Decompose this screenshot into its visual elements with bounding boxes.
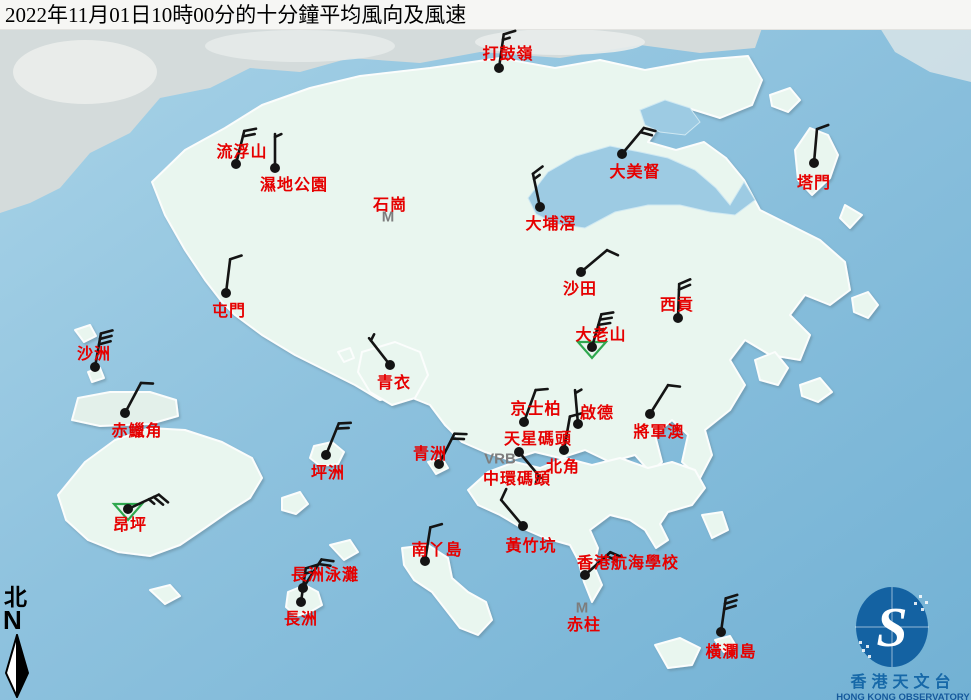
logo-dissolve-dots — [859, 595, 928, 658]
logo-name-cn: 香港天文台 — [850, 674, 956, 691]
station-dot — [385, 360, 395, 370]
wind-barb — [573, 388, 583, 429]
station-dot — [494, 63, 504, 73]
wind-barb — [420, 522, 444, 566]
hko-logo-icon: S — [855, 587, 929, 667]
wind-barb — [434, 432, 468, 469]
wind-barb — [617, 126, 657, 159]
wind-barb — [673, 278, 692, 323]
north-compass: 北 N — [2, 586, 36, 700]
wind-barb — [576, 248, 620, 277]
inner-waters — [527, 99, 756, 229]
station-dot — [809, 158, 819, 168]
wind-barb — [575, 311, 615, 360]
compass-north-cn: 北 — [4, 585, 27, 610]
missing-data-text: M — [381, 208, 395, 226]
wind-barb — [120, 381, 155, 418]
station-dot — [519, 417, 529, 427]
station-dot — [587, 342, 597, 352]
wind-barb — [321, 421, 353, 460]
station-dot — [518, 521, 528, 531]
station-dot — [535, 202, 545, 212]
land-masses — [57, 55, 879, 669]
station-dot — [716, 627, 726, 637]
wind-barb — [494, 29, 517, 73]
station-dot — [231, 159, 241, 169]
station-dot — [321, 450, 331, 460]
wind-barb — [519, 387, 549, 427]
station-dot — [645, 409, 655, 419]
station-dot — [580, 570, 590, 580]
wind-barb — [645, 383, 682, 419]
vrb-text: VRB — [484, 450, 516, 468]
wind-barb — [231, 127, 258, 169]
wind-barb — [296, 563, 319, 607]
wind-barb — [809, 123, 830, 168]
wind-barb — [559, 412, 583, 455]
wind-barb — [111, 493, 170, 522]
wind-barb — [90, 329, 114, 372]
station-dot — [221, 288, 231, 298]
station-dot — [434, 459, 444, 469]
wind-barb — [499, 487, 528, 531]
wind-barb — [531, 165, 545, 212]
station-dot — [617, 149, 627, 159]
wind-barb — [367, 333, 395, 370]
station-dot — [673, 313, 683, 323]
wind-barb — [270, 132, 283, 173]
station-dot — [120, 408, 130, 418]
logo-s-swirl: S — [876, 597, 907, 659]
station-dot — [514, 447, 524, 457]
station-dot — [559, 445, 569, 455]
compass-north-letter: N — [3, 605, 22, 635]
wind-barb — [580, 550, 623, 580]
station-dot — [123, 504, 133, 514]
logo-name-en: HONG KONG OBSERVATORY — [836, 691, 970, 700]
station-dot — [576, 267, 586, 277]
wind-barb — [298, 558, 335, 593]
wind-barb — [514, 447, 543, 484]
border-urban-area — [0, 28, 971, 213]
station-dot — [420, 556, 430, 566]
wind-barb — [716, 593, 739, 637]
wind-barb — [221, 254, 243, 298]
station-dot — [90, 362, 100, 372]
missing-data-text: M — [575, 599, 589, 617]
hko-logo: S 香港天文台 HONG KONG OBSERVATORY — [835, 583, 971, 700]
north-arrow-icon — [5, 634, 29, 698]
station-dot — [573, 419, 583, 429]
station-dot — [270, 163, 280, 173]
map-title: 2022年11月01日10時00分的十分鐘平均風向及風速 — [0, 0, 971, 30]
station-dot — [296, 597, 306, 607]
